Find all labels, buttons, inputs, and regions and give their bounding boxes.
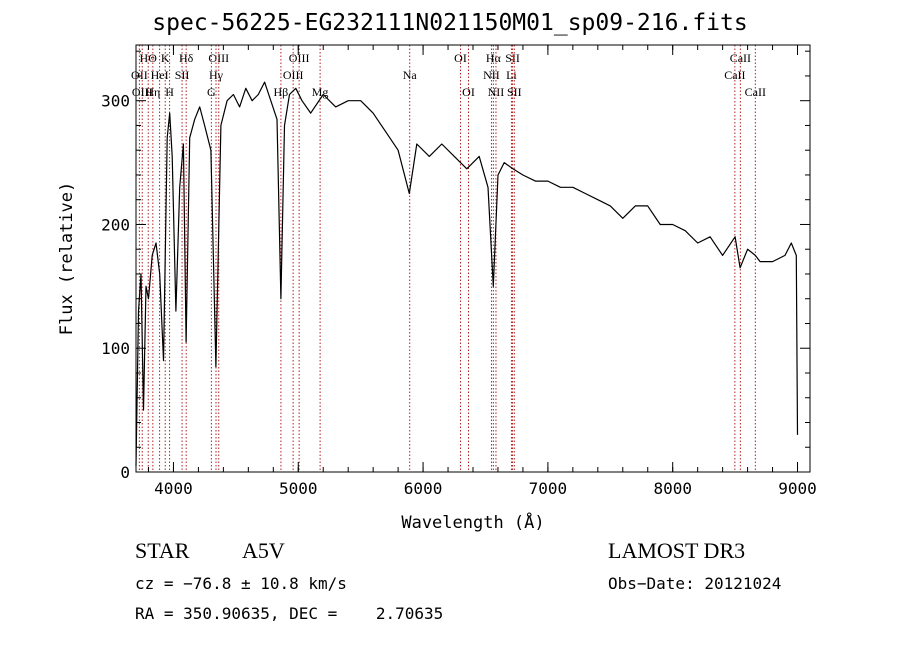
line-label-25: CaII: [730, 51, 751, 65]
x-axis-label: Wavelength (Å): [401, 511, 544, 533]
redshift-velocity: cz = −76.8 ± 10.8 km/s: [135, 574, 347, 593]
y-tick-label-200: 200: [101, 215, 130, 234]
x-tick-label-7000: 7000: [529, 479, 568, 498]
x-tick-label-9000: 9000: [778, 479, 817, 498]
x-tick-label-6000: 6000: [404, 479, 443, 498]
line-label-5: K: [161, 51, 170, 65]
x-tick-label-8000: 8000: [653, 479, 692, 498]
line-label-24: SII: [507, 85, 522, 99]
line-label-8: Hδ: [179, 51, 194, 65]
line-label-20: NII: [483, 68, 500, 82]
line-label-3: Hη: [145, 85, 160, 99]
spectrum-line: [135, 81, 799, 466]
line-label-22: SII: [505, 51, 520, 65]
line-label-7: SII: [175, 68, 190, 82]
object-class: STAR: [135, 538, 190, 563]
line-label-27: CaII: [745, 85, 766, 99]
line-label-2: OIII: [132, 85, 153, 99]
line-label-23: Li: [506, 68, 517, 82]
line-label-12: Hβ: [274, 85, 289, 99]
line-label-6: H: [165, 85, 174, 99]
spectral-subclass: A5V: [242, 538, 285, 563]
line-label-17: OI: [454, 51, 467, 65]
y-tick-label-0: 0: [120, 463, 130, 482]
plot-frame: [135, 44, 811, 473]
line-label-1: OII: [131, 68, 148, 82]
observation-date: Obs−Date: 20121024: [608, 574, 782, 593]
y-tick-label-300: 300: [101, 92, 130, 111]
line-label-4: HeI: [151, 68, 169, 82]
line-label-11: G: [207, 85, 216, 99]
sky-coordinates: RA = 350.90635, DEC = 2.70635: [135, 604, 444, 623]
line-label-16: Na: [403, 68, 418, 82]
line-label-26: CaII: [724, 68, 745, 82]
x-tick-label-5000: 5000: [279, 479, 318, 498]
line-label-21: NII: [488, 85, 505, 99]
line-label-18: OI: [462, 85, 475, 99]
y-axis-label: Flux (relative): [57, 182, 77, 336]
line-label-10: Hγ: [209, 68, 224, 82]
line-label-13: OIII: [289, 51, 310, 65]
line-label-19: Hα: [486, 51, 502, 65]
line-label-0: HΘ: [140, 51, 158, 65]
survey-name: LAMOST DR3: [608, 538, 746, 563]
y-tick-label-100: 100: [101, 339, 130, 358]
line-label-9: OIII: [208, 51, 229, 65]
x-tick-label-4000: 4000: [154, 479, 193, 498]
line-label-14: OIII: [283, 68, 304, 82]
chart-title: spec-56225-EG232111N021150M01_sp09-216.f…: [152, 10, 748, 36]
